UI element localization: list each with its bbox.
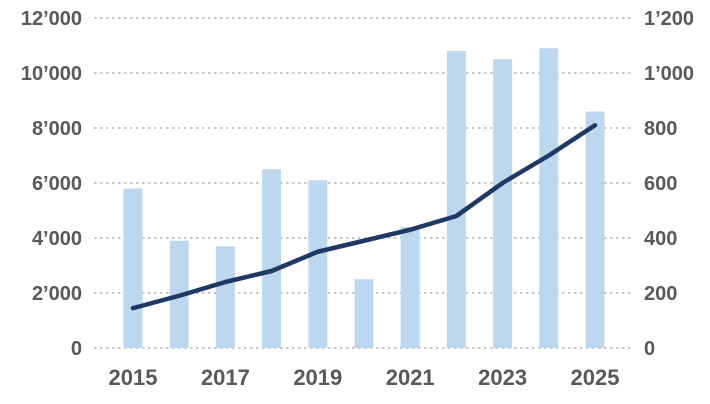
right-axis-tick-label: 0 bbox=[644, 338, 655, 360]
right-axis-tick-label: 200 bbox=[644, 283, 677, 305]
x-axis-tick-label: 2021 bbox=[386, 365, 435, 390]
right-axis-tick-label: 1’000 bbox=[644, 63, 694, 85]
bar bbox=[354, 279, 374, 348]
bar bbox=[493, 59, 513, 348]
left-axis-tick-label: 6’000 bbox=[32, 173, 82, 195]
right-axis-tick-label: 1’200 bbox=[644, 8, 694, 30]
left-axis-tick-label: 8’000 bbox=[32, 118, 82, 140]
x-axis-tick-label: 2025 bbox=[571, 365, 620, 390]
left-axis-tick-label: 10’000 bbox=[21, 63, 82, 85]
bar bbox=[400, 227, 420, 348]
x-axis-tick-label: 2015 bbox=[109, 365, 158, 390]
x-axis-tick-label: 2017 bbox=[201, 365, 250, 390]
trend-line bbox=[130, 123, 598, 311]
x-axis-tick-label: 2019 bbox=[293, 365, 342, 390]
left-axis-tick-label: 4’000 bbox=[32, 228, 82, 250]
bar bbox=[308, 180, 328, 348]
right-axis-tick-label: 600 bbox=[644, 173, 677, 195]
bar bbox=[123, 188, 143, 348]
bar bbox=[262, 169, 282, 348]
bar bbox=[539, 48, 559, 348]
bar bbox=[215, 246, 235, 348]
left-axis-tick-label: 0 bbox=[71, 338, 82, 360]
right-axis-tick-label: 800 bbox=[644, 118, 677, 140]
left-axis-tick-label: 12’000 bbox=[21, 8, 82, 30]
left-axis-tick-label: 2’000 bbox=[32, 283, 82, 305]
right-axis-tick-label: 400 bbox=[644, 228, 677, 250]
x-axis-tick-label: 2023 bbox=[478, 365, 527, 390]
bar bbox=[585, 111, 605, 348]
bar bbox=[446, 51, 466, 348]
